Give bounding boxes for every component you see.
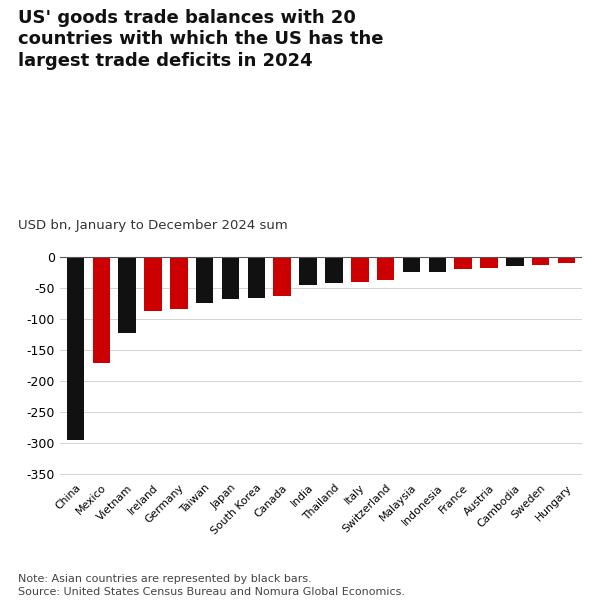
Bar (325, 257, 343, 283)
Bar (92, 257, 110, 363)
Bar (532, 257, 550, 265)
Bar (506, 257, 524, 266)
Bar (480, 257, 498, 268)
Bar (118, 257, 136, 333)
Bar (299, 257, 317, 285)
Bar (454, 257, 472, 269)
Text: USD bn, January to December 2024 sum: USD bn, January to December 2024 sum (18, 219, 288, 232)
Bar (351, 257, 368, 282)
Bar (196, 257, 214, 303)
Bar (558, 257, 575, 263)
Bar (403, 257, 420, 272)
Bar (248, 257, 265, 298)
Bar (144, 257, 162, 311)
Bar (222, 257, 239, 299)
Bar (274, 257, 291, 296)
Bar (428, 257, 446, 272)
Bar (67, 257, 84, 440)
Bar (377, 257, 394, 280)
Bar (170, 257, 188, 309)
Text: US' goods trade balances with 20
countries with which the US has the
largest tra: US' goods trade balances with 20 countri… (18, 9, 383, 70)
Text: Note: Asian countries are represented by black bars.
Source: United States Censu: Note: Asian countries are represented by… (18, 574, 405, 597)
